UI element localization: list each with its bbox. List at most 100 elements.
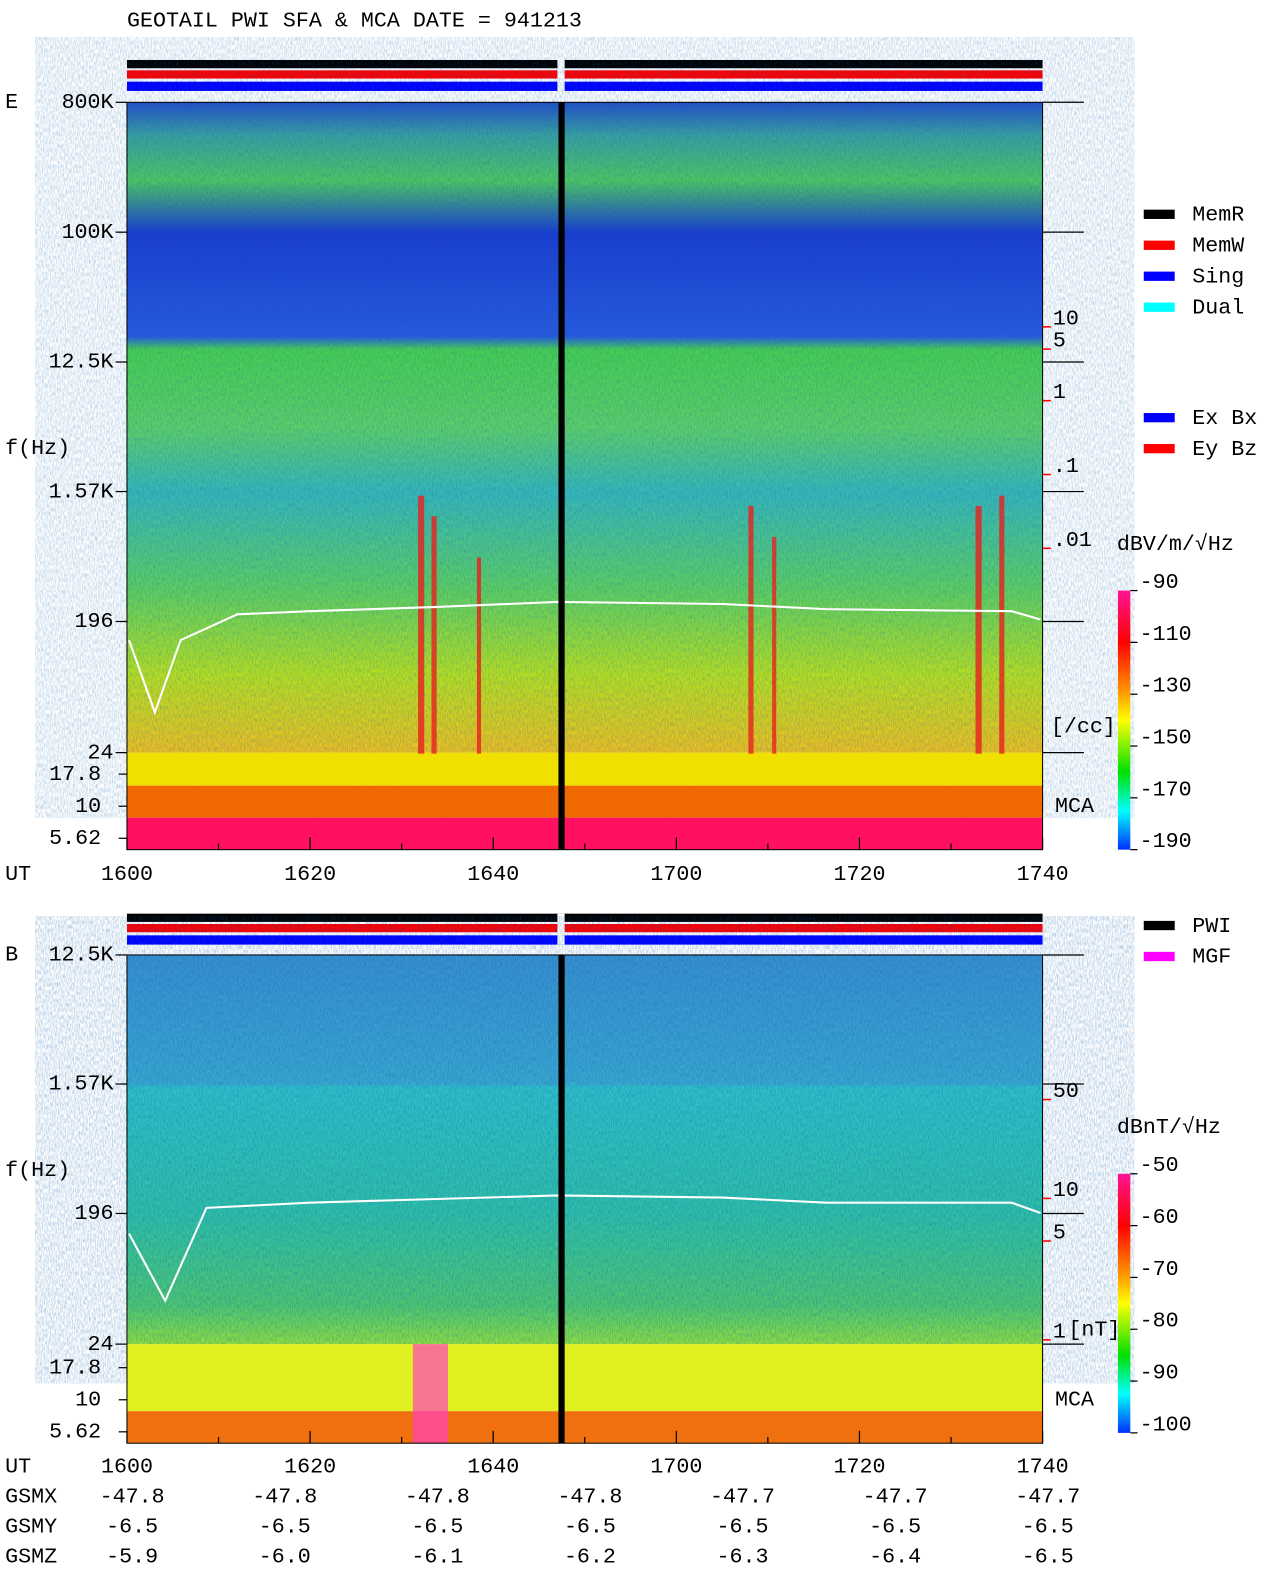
- density-tick-label: .01: [1053, 528, 1092, 553]
- colorbar-label: dBV/m/√Hz: [1117, 532, 1234, 557]
- y-tick-label: 196: [75, 1201, 114, 1226]
- y-tick-label: 800K: [62, 90, 114, 115]
- x-tick-label: 1740: [1017, 862, 1069, 887]
- x-tick-label: 1740: [1017, 1455, 1069, 1480]
- orbit-value: -6.0: [259, 1544, 311, 1569]
- legend-label: MemR: [1192, 203, 1244, 228]
- legend-swatch: [1143, 240, 1175, 250]
- legend-swatch: [1143, 413, 1175, 423]
- density-tick-label: 5: [1053, 329, 1066, 354]
- panel-label: B: [5, 943, 18, 968]
- y-tick-label: 12.5K: [49, 943, 114, 968]
- orbit-value: -6.5: [411, 1515, 463, 1540]
- orbit-row-label: GSMY: [5, 1515, 57, 1540]
- orbit-value: -47.8: [252, 1485, 317, 1510]
- colorbar-tick-label: -70: [1140, 1257, 1179, 1282]
- colorbar-tick-label: -130: [1140, 674, 1192, 699]
- colorbar-label: dBnT/√Hz: [1117, 1115, 1221, 1140]
- y-tick-label: 1.57K: [49, 479, 114, 504]
- mca-tick-label: 17.8: [49, 762, 101, 787]
- orbit-value: -6.5: [259, 1515, 311, 1540]
- orbit-value: -6.5: [564, 1515, 616, 1540]
- y-tick-label: 12.5K: [49, 350, 114, 375]
- mca-tick-label: 10: [75, 1387, 101, 1412]
- x-tick-label: 1720: [833, 862, 885, 887]
- density-tick-label: 5: [1053, 1220, 1066, 1245]
- data-gap: [558, 102, 565, 1444]
- mca-label: MCA: [1055, 794, 1094, 819]
- density-tick-label: 50: [1053, 1079, 1079, 1104]
- colorbar-tick-label: -110: [1140, 622, 1192, 647]
- mca-label: MCA: [1055, 1387, 1094, 1412]
- y-axis-label: f(Hz): [5, 1158, 70, 1183]
- orbit-value: -6.3: [717, 1544, 769, 1569]
- colorbar: [1117, 590, 1131, 850]
- colorbar-tick-label: -100: [1140, 1412, 1192, 1437]
- colorbar-tick-label: -60: [1140, 1205, 1179, 1230]
- colorbar: [1117, 1173, 1131, 1433]
- orbit-row-label: GSMZ: [5, 1544, 57, 1569]
- orbit-value: -47.8: [557, 1485, 622, 1510]
- y-tick-label: 196: [75, 609, 114, 634]
- x-tick-label: 1640: [467, 862, 519, 887]
- colorbar-tick-label: -190: [1140, 829, 1192, 854]
- legend-label: PWI: [1192, 914, 1231, 939]
- orbit-value: -6.5: [1022, 1544, 1074, 1569]
- panel-label: E: [5, 90, 18, 115]
- y-axis-label: f(Hz): [5, 436, 70, 461]
- colorbar-tick-label: -80: [1140, 1309, 1179, 1334]
- density-tick-label: 10: [1053, 306, 1079, 331]
- legend-swatch: [1143, 302, 1175, 312]
- orbit-value: -6.5: [717, 1515, 769, 1540]
- y-tick-label: 100K: [62, 220, 114, 245]
- status-bars: [126, 59, 1043, 945]
- density-tick-label: 10: [1053, 1178, 1079, 1203]
- legend-swatch: [1143, 443, 1175, 454]
- orbit-value: -6.4: [869, 1544, 921, 1569]
- x-tick-label: 1600: [101, 1455, 153, 1480]
- orbit-value: -6.5: [869, 1515, 921, 1540]
- x-tick-label: 1600: [101, 862, 153, 887]
- orbit-value: -47.8: [100, 1485, 165, 1510]
- legend-label: Ex Bx: [1192, 406, 1257, 431]
- legend-label: MemW: [1192, 234, 1244, 259]
- colorbar-tick-label: -170: [1140, 777, 1192, 802]
- density-tick-label: .1: [1053, 454, 1079, 479]
- x-axis-label: UT: [5, 862, 31, 887]
- density-tick-label: 1: [1053, 380, 1066, 405]
- orbit-value: -6.5: [1022, 1515, 1074, 1540]
- orbit-value: -6.2: [564, 1544, 616, 1569]
- mca-tick-label: 5.62: [49, 826, 101, 851]
- x-tick-label: 1700: [650, 1455, 702, 1480]
- x-tick-label: 1700: [650, 862, 702, 887]
- colorbar-tick-label: -150: [1140, 725, 1192, 750]
- density-unit: [nT]: [1068, 1317, 1120, 1342]
- mca-tick-label: 5.62: [49, 1420, 101, 1445]
- colorbar-tick-label: -50: [1140, 1153, 1179, 1178]
- orbit-value: -5.9: [106, 1544, 158, 1569]
- x-tick-label: 1620: [284, 1455, 336, 1480]
- x-tick-label: 1620: [284, 862, 336, 887]
- orbit-value: -6.1: [411, 1544, 463, 1569]
- mca-tick-label: 10: [75, 794, 101, 819]
- density-unit: [/cc]: [1051, 715, 1116, 740]
- y-tick-label: 24: [88, 1332, 114, 1357]
- orbit-value: -47.8: [405, 1485, 470, 1510]
- y-tick-label: 1.57K: [49, 1072, 114, 1097]
- legend-label: Ey Bz: [1192, 437, 1257, 462]
- colorbar-tick-label: -90: [1140, 570, 1179, 595]
- spectrogram-e: [126, 102, 1043, 850]
- density-tick-label: 1: [1053, 1319, 1066, 1344]
- x-tick-label: 1720: [833, 1455, 885, 1480]
- x-axis-label: UT: [5, 1455, 31, 1480]
- legend-swatch: [1143, 209, 1175, 219]
- legend-label: MGF: [1192, 945, 1231, 970]
- mca-tick-label: 17.8: [49, 1355, 101, 1380]
- legend-swatch: [1143, 920, 1175, 931]
- orbit-row-label: GSMX: [5, 1485, 57, 1510]
- y-tick-label: 24: [88, 740, 114, 765]
- x-tick-label: 1640: [467, 1455, 519, 1480]
- legend-label: Dual: [1192, 295, 1244, 320]
